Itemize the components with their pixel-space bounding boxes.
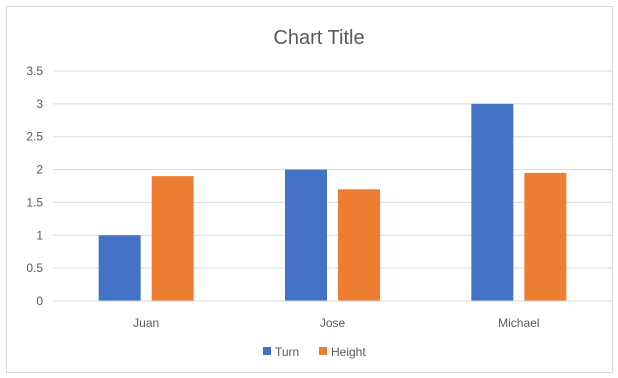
legend-label-turn: Turn — [275, 345, 299, 359]
y-tick-label: 3 — [36, 97, 43, 111]
legend-swatch-height — [319, 347, 327, 355]
y-tick-label: 0 — [36, 294, 43, 308]
bar-turn-jose — [285, 169, 327, 301]
x-tick-label: Juan — [133, 316, 159, 330]
y-tick-label: 3.5 — [26, 64, 43, 78]
legend-label-height: Height — [331, 345, 366, 359]
y-tick-label: 1.5 — [26, 195, 43, 209]
chart-title: Chart Title — [273, 27, 364, 49]
bars — [98, 103, 567, 301]
y-tick-label: 0.5 — [26, 261, 43, 275]
x-axis-labels: Juan Jose Michael — [133, 316, 539, 330]
legend-swatch-turn — [263, 347, 271, 355]
y-tick-label: 2 — [36, 163, 43, 177]
y-tick-label: 2.5 — [26, 130, 43, 144]
x-tick-label: Michael — [498, 316, 539, 330]
bar-height-michael — [524, 172, 567, 301]
y-tick-label: 1 — [36, 228, 43, 242]
gridlines — [53, 70, 612, 269]
x-tick-label: Jose — [320, 316, 346, 330]
y-axis-labels: 0 0.5 1 1.5 2 2.5 3 3.5 — [26, 64, 43, 308]
bar-turn-juan — [98, 235, 141, 301]
bar-height-jose — [338, 189, 380, 301]
bar-turn-michael — [471, 103, 514, 301]
bar-height-juan — [151, 176, 194, 301]
legend: Turn Height — [263, 345, 366, 359]
